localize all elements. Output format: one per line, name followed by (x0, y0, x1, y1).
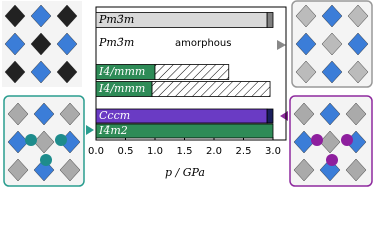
phase-label: Pm3̄m (98, 13, 134, 26)
octahedron (295, 32, 317, 56)
atom (341, 134, 353, 146)
x-tick-label: 0.0 (88, 146, 104, 157)
octahedron (347, 60, 369, 84)
atom (326, 154, 338, 166)
octahedron (7, 102, 29, 126)
x-tick-label: 2.5 (236, 146, 252, 157)
octahedron (30, 60, 52, 84)
octahedron (30, 4, 52, 28)
octahedron (321, 4, 343, 28)
octahedron (321, 60, 343, 84)
octahedron (347, 4, 369, 28)
octahedron (347, 32, 369, 56)
octahedron (7, 158, 29, 182)
octahedron (345, 102, 367, 126)
octahedron (4, 4, 26, 28)
atom (55, 134, 67, 146)
x-tick-label: 2.0 (206, 146, 222, 157)
range-bar (151, 81, 271, 97)
octahedron (295, 60, 317, 84)
phase-label: Pm3̄m (98, 36, 134, 49)
x-tick-label: 3.0 (265, 146, 281, 157)
octahedron (30, 32, 52, 56)
octahedron (56, 32, 78, 56)
octahedron (345, 158, 367, 182)
octahedron (293, 102, 315, 126)
illustrations (2, 0, 373, 187)
arrow (280, 111, 288, 121)
figure: p / GPa 0.0 0.5 1.0 1.5 2.0 2.5 3.0 Pm3̄m Pm3̄m a… (2, 0, 373, 187)
octahedron (319, 130, 341, 154)
range-bar (154, 64, 230, 80)
octahedron (4, 32, 26, 56)
octahedron (56, 60, 78, 84)
phase-label: I4/mmm (98, 65, 145, 78)
octahedron (7, 130, 29, 154)
arrow (277, 40, 286, 50)
phase-label: I4/mmm (98, 82, 145, 95)
octahedron (33, 102, 55, 126)
atom (25, 134, 37, 146)
octahedron (4, 60, 26, 84)
octahedron (295, 4, 317, 28)
x-tick-label: 1.5 (177, 146, 193, 157)
octahedron (59, 158, 81, 182)
octahedron (56, 4, 78, 28)
arrow (86, 125, 94, 135)
range-bar (266, 12, 274, 28)
x-tick-label: 1.0 (147, 146, 163, 157)
atom (311, 134, 323, 146)
octahedron (321, 32, 343, 56)
octahedron (319, 102, 341, 126)
phase-label: Cccm (99, 109, 130, 122)
octahedron (293, 158, 315, 182)
atom (40, 154, 52, 166)
octahedron (293, 130, 315, 154)
range-bar (266, 108, 274, 124)
x-tick-label: 0.5 (118, 146, 134, 157)
phase-label: I4̄m2 (98, 124, 128, 137)
octahedron (59, 102, 81, 126)
x-axis-label: p / GPa (165, 166, 205, 179)
range-bar (95, 123, 274, 139)
phase-label: amorphous (175, 38, 231, 49)
octahedron (33, 130, 55, 154)
